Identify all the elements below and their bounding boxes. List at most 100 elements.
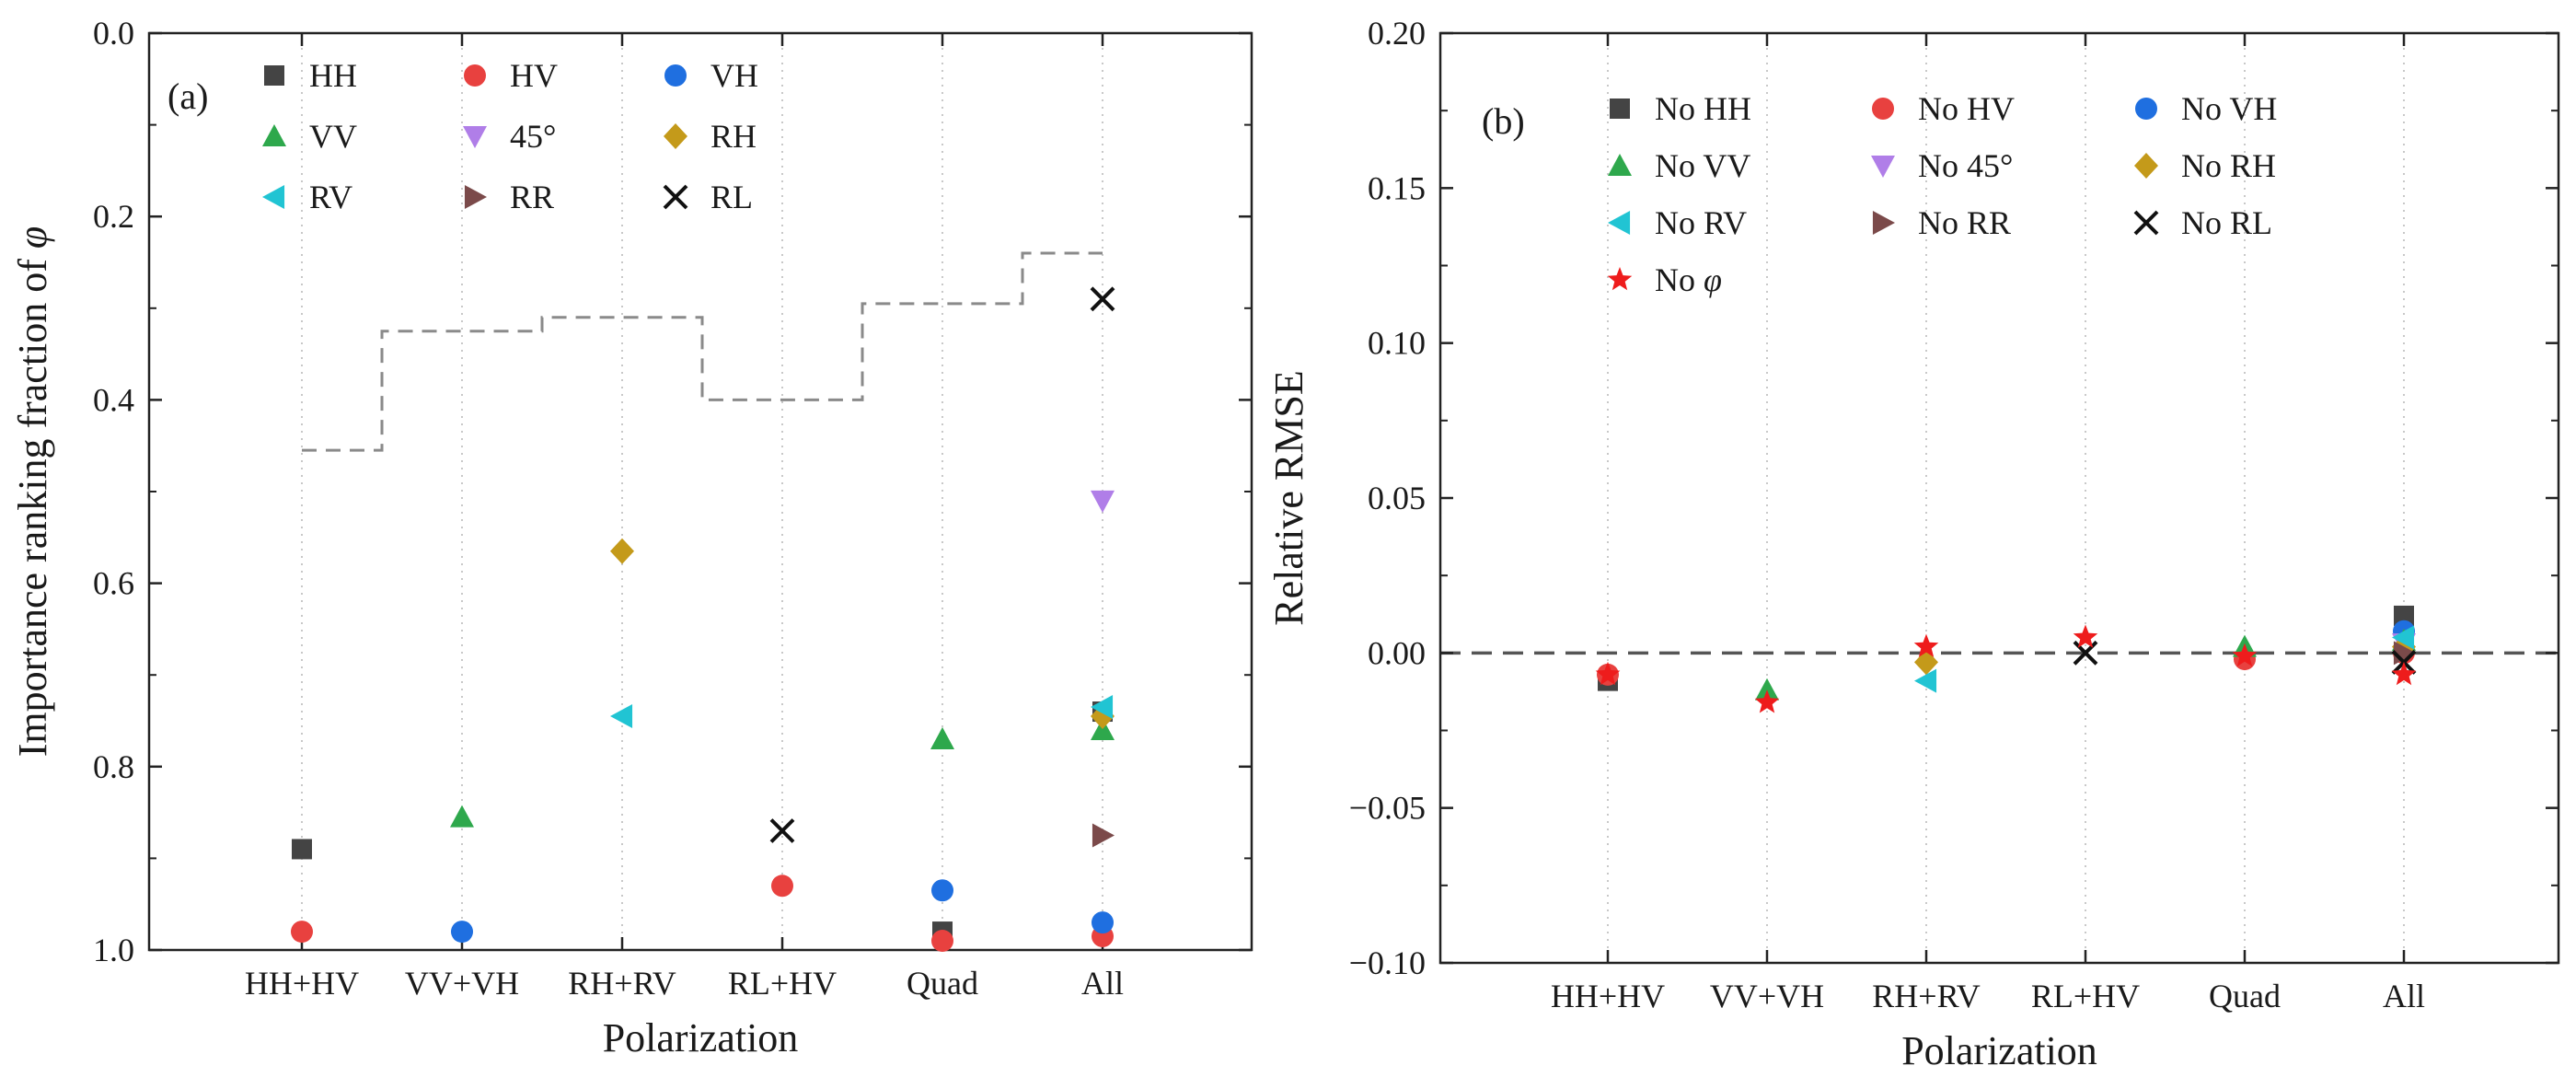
legend-label-rv: RV — [309, 179, 352, 215]
x-tick-label-all: All — [2383, 978, 2425, 1014]
legend-marker-no-vh — [2135, 98, 2157, 120]
legend-marker-no-hv — [1872, 98, 1894, 120]
x-tick-label-vv-plus-vh: VV+VH — [1710, 978, 1824, 1014]
panel-a-chart: 0.0 0.2 0.4 0.6 0.8 1.0 HH+HV VV+VH RH+RV RL+HV Qu… — [10, 15, 1253, 1060]
panel-b-chart: 0.20 0.15 0.10 0.05 0.00 −0.05 −0.10 HH+HV VV+VH… — [1266, 15, 2560, 1073]
point-hv-quad — [931, 930, 953, 953]
point-45deg-all — [1091, 490, 1115, 513]
legend-marker-no-rr — [1872, 211, 1895, 235]
legend-marker-vv — [262, 124, 286, 147]
legend-label-no-rv: No RV — [1655, 204, 1747, 241]
y-tick-label: 0.10 — [1368, 325, 1426, 362]
legend-marker-no-45deg — [1871, 155, 1895, 178]
x-tick-label-rh-plus-rv: RH+RV — [1872, 978, 1980, 1014]
point-no-rl-rl-plus-hv — [2073, 640, 2098, 666]
point-no-phi-vv-plus-vh — [1754, 689, 1780, 713]
legend-label-rl: RL — [710, 179, 753, 215]
legend-marker-no-rh — [2134, 153, 2158, 179]
point-rv-all — [1091, 695, 1114, 720]
legend-marker-no-hh — [1610, 98, 1630, 119]
x-tick-label-all: All — [1081, 965, 1124, 1002]
legend-label-no-rh: No RH — [2181, 147, 2276, 184]
y-tick-label: 0.20 — [1368, 15, 1426, 52]
point-no-rv-rh-plus-rv — [1914, 668, 1937, 693]
x-axis-title: Polarization — [603, 1015, 799, 1060]
x-tick-label-rl-plus-hv: RL+HV — [728, 965, 837, 1002]
point-rh-rh-plus-rv — [610, 538, 634, 564]
point-rr-all — [1092, 823, 1115, 848]
point-vv-quad — [930, 726, 954, 749]
point-vh-all — [1092, 911, 1114, 934]
y-tick-label: 0.05 — [1368, 480, 1426, 516]
x-tick-label-hh-plus-hv: HH+HV — [1551, 978, 1665, 1014]
y-tick-label: 0.4 — [93, 381, 134, 418]
y-axis-title: Relative RMSE — [1266, 370, 1311, 625]
legend-marker-rr — [464, 185, 487, 209]
point-no-hh-all — [2394, 605, 2414, 626]
y-tick-label: 0.15 — [1368, 169, 1426, 206]
y-tick-label: −0.05 — [1349, 790, 1426, 827]
legend-marker-no-phi — [1607, 267, 1633, 291]
legend-label-hh: HH — [309, 57, 357, 94]
legend-marker-rv — [262, 185, 285, 209]
y-tick-label: 0.2 — [93, 198, 134, 235]
point-rl-all — [1090, 286, 1115, 312]
legend-marker-vh — [664, 64, 687, 87]
point-rv-rh-plus-rv — [610, 704, 633, 729]
point-no-phi-hh-plus-hv — [1595, 661, 1621, 686]
y-tick-label: 0.6 — [93, 565, 134, 602]
legend-label-vh: VH — [710, 57, 758, 94]
y-axis-title: Importance ranking fraction of φ — [10, 226, 55, 758]
x-tick-label-rl-plus-hv: RL+HV — [2031, 978, 2140, 1014]
legend-label-no-vh: No VH — [2181, 90, 2277, 127]
legend-label-text: No — [1655, 261, 1704, 298]
point-hv-rl-plus-hv — [771, 875, 793, 898]
point-vh-vv-plus-vh — [451, 921, 473, 944]
reference-step-line — [302, 251, 1103, 452]
x-tick-label-hh-plus-hv: HH+HV — [245, 965, 359, 1002]
plot-frame — [147, 31, 1253, 952]
legend-marker-no-rv — [1608, 211, 1631, 235]
legend-label-no-hh: No HH — [1655, 90, 1751, 127]
legend-label-no-hv: No HV — [1918, 90, 2015, 127]
legend-label-no-vv: No VV — [1655, 147, 1750, 184]
y-tick-label: 0.8 — [93, 748, 134, 785]
y-tick-label: −0.10 — [1349, 944, 1426, 981]
point-rl-rl-plus-hv — [769, 818, 795, 843]
x-tick-label-quad: Quad — [2209, 978, 2281, 1014]
legend-label-vv: VV — [309, 118, 357, 155]
legend-label-hv: HV — [510, 57, 558, 94]
legend-label-45deg: 45° — [510, 118, 556, 155]
point-vv-vv-plus-vh — [450, 805, 474, 828]
legend-label-no-phi: No φ — [1655, 261, 1722, 298]
x-tick-label-vv-plus-vh: VV+VH — [405, 965, 519, 1002]
point-no-vv-vv-plus-vh — [1755, 678, 1779, 701]
point-hh-hh-plus-hv — [292, 839, 312, 860]
point-no-rv-all — [2392, 625, 2415, 650]
legend-marker-no-vv — [1608, 154, 1632, 177]
legend-label-no-rr: No RR — [1918, 204, 2011, 241]
legend-label-no-rl: No RL — [2181, 204, 2272, 241]
x-axis-title: Polarization — [1901, 1028, 2097, 1073]
point-no-phi-all — [2391, 661, 2417, 686]
panel-label: (a) — [167, 75, 208, 117]
y-tick-label: 1.0 — [93, 932, 134, 968]
y-axis-title-text: Importance ranking fraction of — [10, 249, 55, 757]
legend-label-no-45deg: No 45° — [1918, 147, 2013, 184]
legend-marker-hh — [264, 65, 284, 86]
y-axis-title-symbol: φ — [10, 226, 55, 249]
point-no-phi-rl-plus-hv — [2073, 624, 2098, 648]
x-tick-label-rh-plus-rv: RH+RV — [568, 965, 676, 1002]
y-tick-label: 0.00 — [1368, 634, 1426, 671]
legend-label-rh: RH — [710, 118, 757, 155]
point-no-phi-quad — [2232, 643, 2258, 666]
y-tick-label: 0.0 — [93, 15, 134, 52]
legend-marker-45deg — [463, 125, 487, 148]
legend-marker-rl — [663, 184, 688, 210]
point-no-phi-rh-plus-rv — [1913, 633, 1939, 657]
point-hv-hh-plus-hv — [291, 921, 313, 944]
panel-label: (b) — [1482, 100, 1525, 142]
legend-marker-no-rl — [2133, 210, 2159, 236]
point-vh-quad — [931, 879, 953, 902]
